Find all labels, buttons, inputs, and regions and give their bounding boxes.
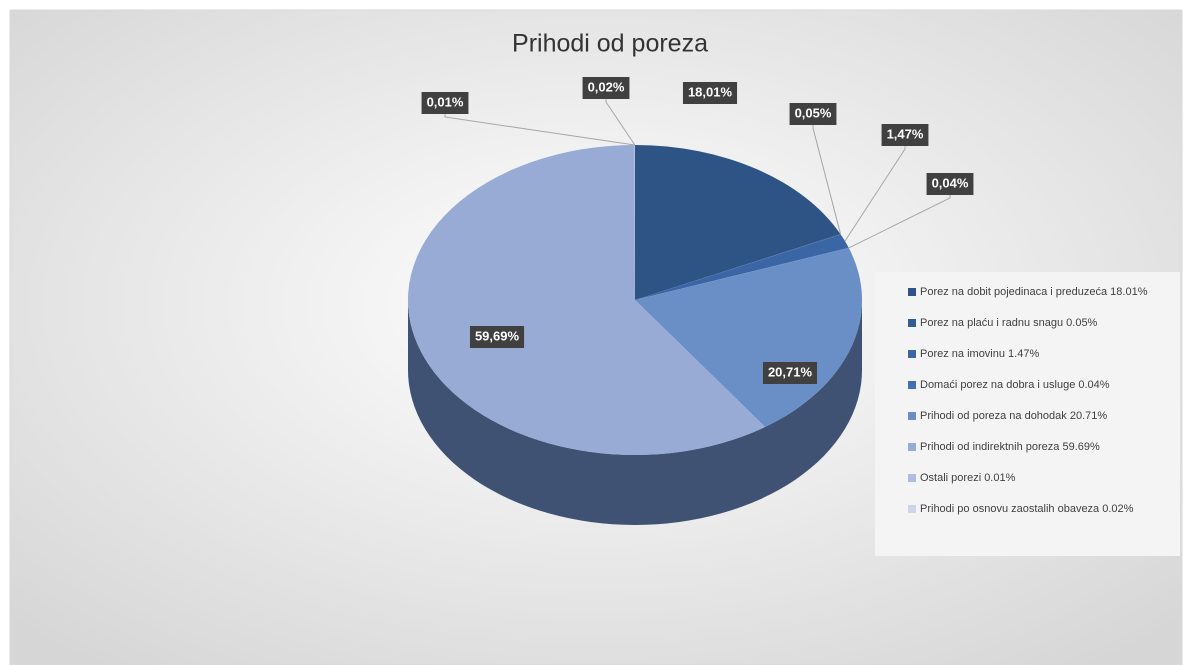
legend-label: Prihodi od poreza na dohodak 20.71% <box>920 410 1107 422</box>
pie-slice <box>635 234 841 300</box>
data-label-box <box>789 103 837 125</box>
pie-slice <box>635 247 849 300</box>
leader-line <box>848 195 951 249</box>
data-label-box <box>881 124 929 146</box>
leader-line <box>605 99 636 146</box>
data-label: 1,47% <box>887 126 924 141</box>
data-label-box <box>421 92 469 114</box>
pie-slice <box>635 234 849 300</box>
legend-label: Porez na plaću i radnu snagu 0.05% <box>920 317 1098 329</box>
legend-label: Porez na imovinu 1.47% <box>920 348 1039 360</box>
data-label-box <box>762 362 818 384</box>
legend-label: Prihodi od indirektnih poreza 59.69% <box>920 441 1100 453</box>
data-label: 18,01% <box>688 84 733 99</box>
pie-slice <box>635 145 841 300</box>
data-label: 20,71% <box>768 364 813 379</box>
pie-wall <box>408 300 862 525</box>
data-label: 0,05% <box>795 105 832 120</box>
data-label: 0,01% <box>427 94 464 109</box>
data-label: 0,02% <box>588 79 625 94</box>
leader-line <box>444 114 635 146</box>
legend-label: Porez na dobit pojedinaca i preduzeća 18… <box>920 286 1148 298</box>
legend-swatch <box>908 412 916 420</box>
data-label-box <box>682 82 738 104</box>
legend-swatch <box>908 505 916 513</box>
legend-swatch <box>908 474 916 482</box>
pie-slice <box>408 145 766 456</box>
legend-swatch <box>908 350 916 358</box>
pie-side <box>408 300 862 525</box>
legend-swatch <box>908 288 916 296</box>
legend-box <box>875 272 1180 556</box>
legend-swatch <box>908 381 916 389</box>
legend-swatch <box>908 443 916 451</box>
data-label-box <box>926 173 974 195</box>
legend-label: Ostali porezi 0.01% <box>920 472 1016 484</box>
leader-line <box>844 146 906 242</box>
data-label-box <box>582 77 630 99</box>
legend-label: Prihodi po osnovu zaostalih obaveza 0.02… <box>920 503 1134 515</box>
legend-swatch <box>908 319 916 327</box>
data-label: 0,04% <box>932 175 969 190</box>
leader-line <box>812 125 842 235</box>
data-label-box <box>469 326 525 348</box>
data-label: 59,69% <box>475 328 520 343</box>
chart-title: Prihodi od poreza <box>512 30 708 58</box>
legend-label: Domaći porez na dobra i usluge 0.04% <box>920 379 1110 391</box>
